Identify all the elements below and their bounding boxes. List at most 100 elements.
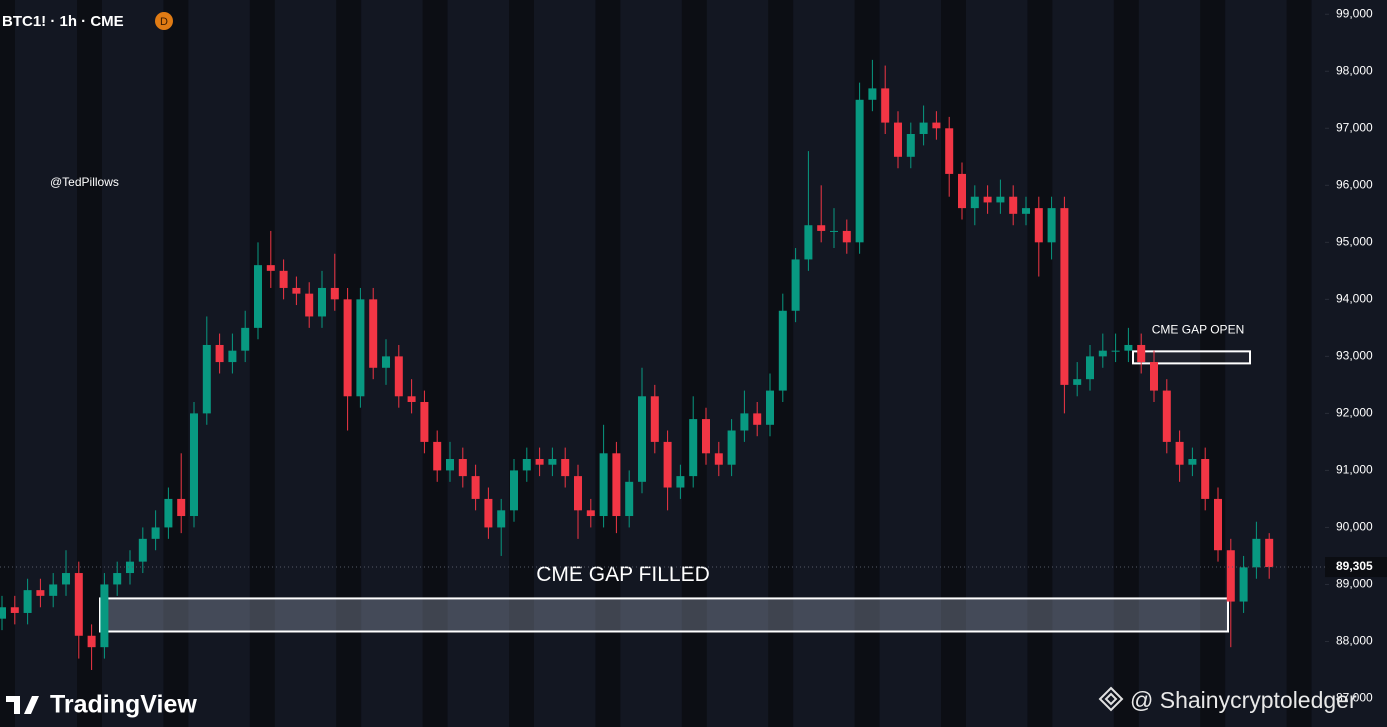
candle-body bbox=[740, 413, 749, 431]
y-tick-label: 99,000 bbox=[1336, 6, 1373, 20]
candle-body bbox=[1150, 362, 1158, 391]
candle-body bbox=[1060, 208, 1069, 385]
badge-circle bbox=[155, 12, 173, 30]
candle-body bbox=[548, 459, 557, 465]
gap-zone bbox=[99, 597, 1229, 633]
session-band bbox=[249, 0, 275, 727]
candle-body bbox=[10, 607, 19, 613]
candle-body bbox=[625, 481, 634, 517]
candle-body bbox=[612, 453, 621, 517]
candle-body bbox=[23, 590, 32, 613]
y-tick-label: 95,000 bbox=[1336, 235, 1373, 249]
candle-body bbox=[906, 133, 915, 157]
candle-body bbox=[638, 396, 646, 482]
session-band bbox=[1027, 0, 1053, 727]
y-tick-label: 97,000 bbox=[1336, 120, 1373, 134]
y-tick-label: 93,000 bbox=[1336, 349, 1373, 363]
candle-body bbox=[958, 173, 966, 209]
candle-body bbox=[830, 230, 838, 232]
y-tick-label: 94,000 bbox=[1336, 292, 1373, 306]
candle-body bbox=[817, 225, 826, 231]
candle-body bbox=[1265, 538, 1274, 568]
candle-body bbox=[458, 459, 467, 477]
candle-body bbox=[228, 350, 237, 363]
candle-body bbox=[522, 459, 531, 471]
axis-bg bbox=[1325, 0, 1387, 727]
session-band bbox=[163, 0, 189, 727]
branding: TradingView bbox=[50, 691, 197, 719]
logo-icon bbox=[6, 696, 39, 714]
candle-body bbox=[1098, 350, 1107, 357]
candle-body bbox=[100, 584, 109, 648]
candle-body bbox=[868, 88, 877, 100]
candle-body bbox=[420, 401, 429, 442]
candle-body bbox=[1162, 390, 1171, 442]
candle-body bbox=[138, 538, 147, 562]
candle-body bbox=[983, 196, 992, 203]
candle-body bbox=[151, 527, 160, 539]
candle-body bbox=[753, 413, 762, 425]
candle-body bbox=[126, 561, 134, 574]
candle-body bbox=[330, 287, 339, 300]
candle-body bbox=[1022, 208, 1030, 214]
candle-body bbox=[932, 122, 941, 129]
badge: D bbox=[160, 16, 168, 28]
candle-body bbox=[919, 122, 928, 134]
watermark: @ Shainycryptoledger bbox=[1130, 687, 1357, 713]
last-price-label: 89,305 bbox=[1336, 559, 1373, 573]
candle-body bbox=[305, 293, 314, 317]
candle-body bbox=[36, 590, 45, 596]
watermark-icon bbox=[1098, 686, 1124, 712]
candle-body bbox=[1009, 196, 1018, 214]
watermark-group: @ Shainycryptoledger bbox=[1098, 686, 1357, 713]
candle-body bbox=[945, 128, 954, 174]
chart-title: BTC1! · 1h · CME bbox=[2, 13, 124, 30]
candle-body bbox=[650, 396, 659, 442]
candle-body bbox=[74, 573, 83, 636]
session-band bbox=[681, 0, 707, 727]
candle-body bbox=[62, 573, 70, 585]
candle-body bbox=[1188, 459, 1197, 465]
candle-body bbox=[778, 310, 787, 391]
candle-body bbox=[215, 344, 224, 363]
candle-body bbox=[343, 299, 352, 397]
zone-label: CME GAP FILLED bbox=[536, 563, 710, 586]
candle-body bbox=[586, 510, 595, 517]
candle-body bbox=[318, 287, 326, 317]
candle-body bbox=[369, 299, 378, 368]
candle-body bbox=[1073, 379, 1082, 385]
session-band bbox=[1286, 0, 1312, 727]
candle-body bbox=[535, 459, 544, 465]
candle-body bbox=[804, 225, 813, 260]
zone-label: CME GAP OPEN bbox=[1152, 323, 1244, 337]
candle-body bbox=[689, 419, 698, 477]
candle-body bbox=[1111, 350, 1120, 352]
candle-body bbox=[190, 413, 198, 517]
y-tick-label: 87,000 bbox=[1336, 691, 1373, 705]
candle-body bbox=[241, 327, 250, 351]
candle-body bbox=[407, 396, 416, 402]
candle-body bbox=[1175, 441, 1184, 465]
y-tick-label: 92,000 bbox=[1336, 406, 1373, 420]
candle-body bbox=[510, 470, 518, 511]
author: @TedPillows bbox=[50, 175, 119, 189]
candle-body bbox=[842, 230, 851, 243]
candle-body bbox=[766, 390, 774, 425]
candle-body bbox=[292, 287, 301, 294]
candle-body bbox=[433, 441, 442, 471]
last-price-box bbox=[1325, 557, 1387, 578]
candle-body bbox=[1201, 459, 1210, 499]
candle-body bbox=[1214, 498, 1222, 551]
candle-body bbox=[1047, 208, 1056, 243]
candle-body bbox=[1124, 344, 1133, 351]
candle-body bbox=[1034, 208, 1043, 243]
y-tick-label: 91,000 bbox=[1336, 463, 1373, 477]
candle-body bbox=[497, 510, 506, 528]
candle-body bbox=[1252, 538, 1261, 568]
candle-body bbox=[266, 265, 275, 271]
candle-body bbox=[561, 459, 570, 477]
candle-body bbox=[894, 122, 902, 157]
candle-body bbox=[113, 573, 122, 585]
candle-body bbox=[599, 453, 608, 517]
